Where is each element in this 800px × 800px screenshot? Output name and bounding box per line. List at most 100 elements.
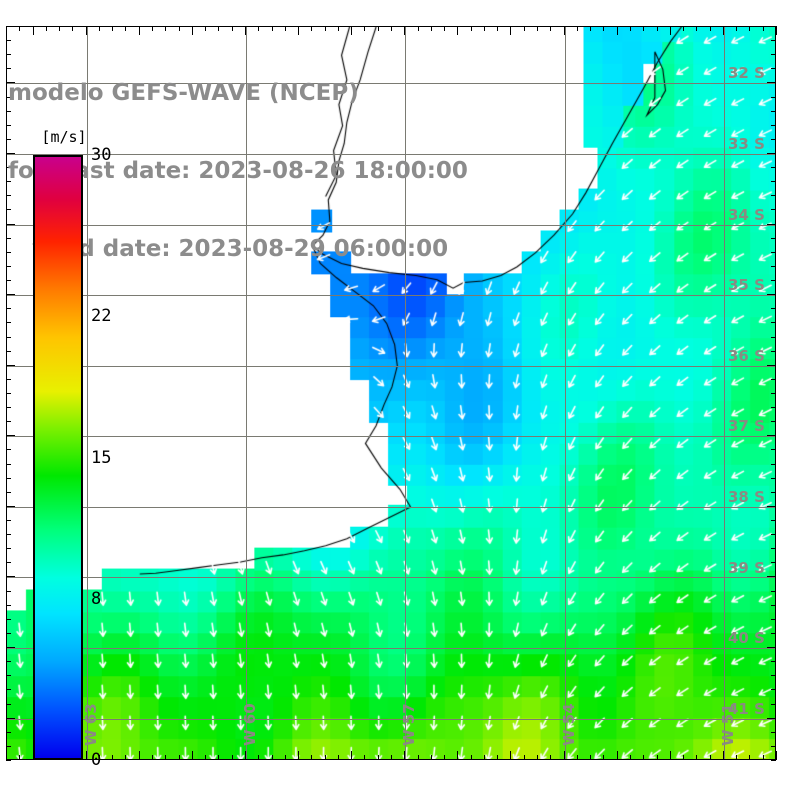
axis-tick: [736, 26, 737, 31]
axis-tick: [6, 478, 11, 479]
axis-tick: [767, 647, 776, 648]
axis-tick: [6, 54, 11, 55]
gridline-vertical: [405, 27, 406, 759]
axis-tick: [165, 755, 166, 760]
axis-tick: [683, 26, 684, 31]
axis-tick: [6, 252, 11, 253]
axis-tick: [771, 266, 776, 267]
axis-tick: [497, 755, 498, 760]
title-forecast-date-line: forecast date: 2023-08-26 18:00:00: [8, 158, 468, 184]
axis-tick: [6, 746, 11, 747]
axis-tick: [471, 755, 472, 760]
axis-tick: [391, 755, 392, 760]
axis-tick: [19, 755, 20, 760]
gridline-horizontal: [7, 719, 775, 720]
axis-tick: [771, 520, 776, 521]
axis-tick: [771, 97, 776, 98]
axis-tick: [510, 26, 511, 35]
axis-tick: [776, 751, 777, 760]
axis-tick: [771, 562, 776, 563]
longitude-label: W 60: [240, 703, 259, 746]
axis-tick: [6, 619, 11, 620]
axis-tick: [771, 351, 776, 352]
axis-tick: [771, 492, 776, 493]
axis-tick: [404, 751, 405, 760]
axis-tick: [577, 26, 578, 31]
axis-tick: [643, 755, 644, 760]
axis-tick: [550, 26, 551, 31]
gridline-vertical: [565, 27, 566, 759]
axis-tick: [6, 97, 11, 98]
axis-tick: [484, 26, 485, 31]
title-model-line: modelo GEFS-WAVE (NCEP): [8, 80, 359, 106]
axis-tick: [767, 435, 776, 436]
axis-tick: [298, 26, 299, 35]
axis-tick: [218, 755, 219, 760]
axis-tick: [6, 421, 11, 422]
axis-tick: [285, 755, 286, 760]
axis-tick: [6, 181, 11, 182]
axis-tick: [767, 82, 776, 83]
colorbar-tick-30: 30: [91, 145, 112, 165]
longitude-label: W 57: [400, 703, 419, 746]
axis-tick: [19, 26, 20, 31]
axis-tick: [564, 26, 565, 35]
axis-tick: [6, 139, 11, 140]
axis-tick: [6, 82, 15, 83]
axis-tick: [6, 125, 11, 126]
gridline-horizontal: [7, 225, 775, 226]
axis-tick: [165, 26, 166, 31]
axis-tick: [630, 26, 631, 31]
axis-tick: [6, 209, 11, 210]
axis-tick: [6, 365, 15, 366]
axis-tick: [6, 266, 11, 267]
axis-tick: [6, 449, 11, 450]
axis-tick: [771, 548, 776, 549]
gridline-horizontal: [7, 154, 775, 155]
axis-tick: [590, 755, 591, 760]
axis-tick: [736, 755, 737, 760]
axis-tick: [6, 238, 11, 239]
axis-tick: [723, 751, 724, 760]
axis-tick: [351, 751, 352, 760]
axis-tick: [272, 26, 273, 31]
wind-arrows-and-coastline-canvas: [7, 27, 775, 759]
axis-tick: [6, 224, 15, 225]
axis-tick: [723, 26, 724, 35]
axis-tick: [767, 576, 776, 577]
axis-tick: [767, 365, 776, 366]
axis-tick: [6, 661, 11, 662]
axis-tick: [771, 704, 776, 705]
axis-tick: [6, 68, 11, 69]
axis-tick: [152, 26, 153, 31]
axis-tick: [457, 751, 458, 760]
axis-tick: [6, 520, 11, 521]
axis-tick: [617, 26, 618, 35]
axis-tick: [763, 26, 764, 31]
axis-tick: [603, 755, 604, 760]
axis-tick: [771, 40, 776, 41]
axis-tick: [298, 751, 299, 760]
axis-tick: [6, 167, 11, 168]
page-title: modelo GEFS-WAVE (NCEP) forecast date: 2…: [8, 28, 648, 314]
axis-tick: [418, 26, 419, 31]
axis-tick: [771, 591, 776, 592]
axis-tick: [550, 755, 551, 760]
axis-tick: [771, 449, 776, 450]
axis-tick: [771, 252, 776, 253]
axis-tick: [179, 26, 180, 31]
axis-tick: [6, 506, 15, 507]
axis-tick: [767, 506, 776, 507]
latitude-label: 38 S: [728, 487, 765, 506]
colorbar-tick-0: 0: [91, 750, 102, 770]
axis-tick: [205, 755, 206, 760]
axis-tick: [6, 704, 11, 705]
axis-tick: [6, 26, 7, 31]
axis-tick: [351, 26, 352, 35]
colorbar: [m/s] 30 22 15 8 0: [33, 128, 111, 770]
axis-tick: [776, 26, 777, 35]
axis-tick: [771, 605, 776, 606]
map-plot-area[interactable]: [6, 26, 776, 760]
axis-tick: [710, 26, 711, 31]
